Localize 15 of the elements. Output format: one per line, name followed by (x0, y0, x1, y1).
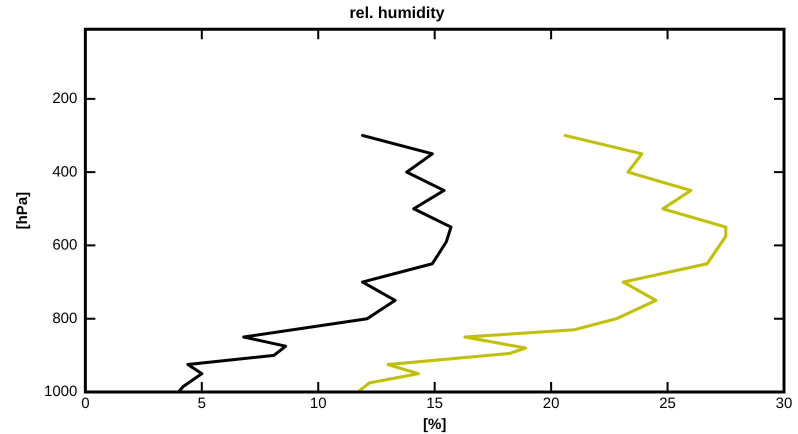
x-tick-label: 20 (542, 395, 560, 412)
x-tick-label: 10 (310, 395, 327, 412)
x-tick-label: 5 (198, 395, 206, 412)
y-tick-label: 400 (52, 163, 78, 180)
x-tick-label: 30 (776, 395, 792, 412)
y-tick-label: 200 (52, 90, 78, 107)
x-tick-label: 15 (426, 395, 444, 412)
y-tick-label: 800 (52, 310, 78, 327)
y-axis-title: [hPa] (14, 192, 32, 230)
x-tick-label: 0 (81, 395, 90, 412)
chart-title: rel. humidity (349, 5, 445, 22)
x-tick-label: 25 (659, 395, 676, 412)
y-tick-label: 600 (52, 236, 78, 254)
x-axis-title: [%] (423, 416, 446, 434)
y-tick-label: 1000 (44, 383, 78, 400)
